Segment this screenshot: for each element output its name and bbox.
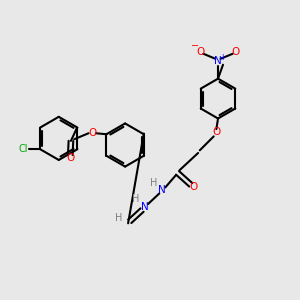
- Text: N: N: [158, 185, 166, 195]
- Text: −: −: [191, 41, 199, 51]
- Text: O: O: [88, 128, 97, 138]
- Text: +: +: [219, 52, 226, 62]
- Text: H: H: [132, 194, 139, 204]
- Text: N: N: [141, 202, 148, 212]
- Text: N: N: [214, 56, 222, 66]
- Text: O: O: [212, 128, 220, 137]
- Text: O: O: [66, 153, 74, 163]
- Text: H: H: [115, 213, 122, 223]
- Text: Cl: Cl: [19, 144, 28, 154]
- Text: O: O: [196, 47, 205, 57]
- Text: H: H: [150, 178, 157, 188]
- Text: O: O: [231, 47, 239, 57]
- Text: O: O: [189, 182, 198, 192]
